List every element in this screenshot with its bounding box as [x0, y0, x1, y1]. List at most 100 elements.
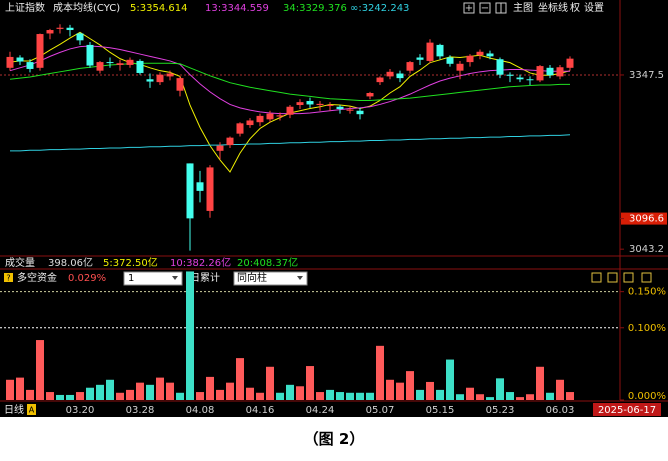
candle-body	[226, 137, 234, 146]
bar	[36, 340, 44, 400]
volume-label: 成交量	[5, 256, 35, 269]
candle-body	[166, 73, 174, 77]
chart: 上证指数 成本均线(CYC) + − 成交量 ? 多空资金 0.029% 1 日…	[0, 0, 668, 417]
style-select-text: 同向柱	[237, 271, 267, 284]
bar	[116, 392, 124, 400]
candle-body	[296, 102, 304, 106]
candle-body	[136, 60, 144, 73]
candle-body	[426, 42, 434, 61]
bar	[306, 366, 314, 400]
candle-body	[186, 163, 194, 219]
x-tick-label: 03.20	[66, 405, 95, 416]
bar	[86, 387, 94, 400]
candle-body	[116, 63, 124, 65]
candle-body	[26, 62, 34, 69]
bar	[486, 397, 494, 400]
bar	[426, 381, 434, 400]
bar	[276, 392, 284, 400]
bar	[176, 392, 184, 400]
bar	[236, 358, 244, 400]
zoom-out-icon: −	[481, 3, 489, 14]
panel-icon[interactable]	[623, 272, 634, 283]
volume-item: 5:372.50亿	[103, 256, 158, 269]
zoom-in[interactable]	[463, 2, 475, 14]
help-icon[interactable]	[4, 273, 13, 282]
bar	[76, 392, 84, 400]
bar	[16, 377, 24, 400]
candle-body	[216, 145, 224, 151]
bar	[566, 392, 574, 400]
candle-body	[16, 57, 24, 62]
x-tick-label: 05.15	[426, 405, 455, 416]
candle-body	[456, 63, 464, 71]
panel-icon[interactable]	[607, 272, 618, 283]
candle-body	[86, 44, 94, 66]
bar	[316, 392, 324, 400]
select-arrow	[297, 276, 303, 280]
bar	[6, 379, 14, 400]
bar	[106, 379, 114, 400]
candle-body	[126, 59, 134, 65]
candle-body	[466, 55, 474, 63]
legend-entry: 13:3344.559	[205, 3, 269, 14]
candle-body	[256, 115, 264, 123]
candle-body	[516, 77, 524, 80]
panel-icon[interactable]	[641, 272, 652, 283]
bar	[56, 394, 64, 400]
volume-item: 398.06亿	[48, 256, 93, 269]
y-tick-label: 3347.5	[629, 70, 664, 81]
y-tick-label: 3043.2	[629, 244, 664, 255]
candle-body	[96, 62, 104, 71]
candle-body	[346, 109, 354, 111]
zoom-out[interactable]	[479, 2, 491, 14]
candle-body	[556, 67, 564, 77]
bar	[526, 394, 534, 400]
candle-body	[386, 71, 394, 77]
toolbar-button[interactable]: 坐标线	[538, 1, 568, 14]
param-select[interactable]	[123, 271, 183, 286]
candle-body	[276, 115, 284, 117]
candle-body	[396, 73, 404, 79]
panel-icon[interactable]	[591, 272, 602, 283]
y-tick-label: 0.000%	[628, 391, 666, 402]
help-icon-text: ?	[6, 274, 10, 283]
x-tick-label: 03.28	[126, 405, 155, 416]
bar	[326, 389, 334, 400]
candle-body	[506, 74, 514, 76]
x-tick-label: 05.23	[486, 405, 515, 416]
bar	[496, 378, 504, 400]
param-select-text: 1	[128, 273, 134, 284]
bar	[396, 382, 404, 400]
bar	[46, 392, 54, 400]
candle-body	[66, 27, 74, 31]
candle-body	[46, 30, 54, 34]
x-tick-label: 04.24	[306, 405, 335, 416]
x-tick-label: 04.16	[246, 405, 275, 416]
style-select[interactable]	[233, 271, 308, 286]
bar	[546, 392, 554, 400]
candle-body	[366, 92, 374, 97]
bar	[126, 389, 134, 400]
bar	[436, 389, 444, 400]
indicator-title: 多空资金	[17, 271, 57, 284]
candle-body	[486, 53, 494, 57]
bar	[216, 389, 224, 400]
ma-line	[10, 134, 571, 152]
bar	[366, 392, 374, 400]
candle-body	[36, 34, 44, 68]
candle-body	[356, 110, 364, 115]
toolbar-button[interactable]: 主图	[513, 2, 533, 14]
bar	[416, 389, 424, 400]
mode-label: 日累计	[190, 271, 220, 284]
x-tick-label: 06.03	[546, 405, 575, 416]
symbol: 上证指数	[5, 1, 45, 14]
period-icon-text: A	[29, 406, 35, 415]
bar	[506, 392, 514, 400]
toolbar-button[interactable]: 权	[570, 1, 580, 14]
candle-body	[476, 51, 484, 56]
period-tab[interactable]	[2, 403, 26, 416]
bar	[96, 384, 104, 400]
toolbar-button[interactable]: 设置	[584, 2, 604, 14]
bar	[406, 371, 414, 400]
